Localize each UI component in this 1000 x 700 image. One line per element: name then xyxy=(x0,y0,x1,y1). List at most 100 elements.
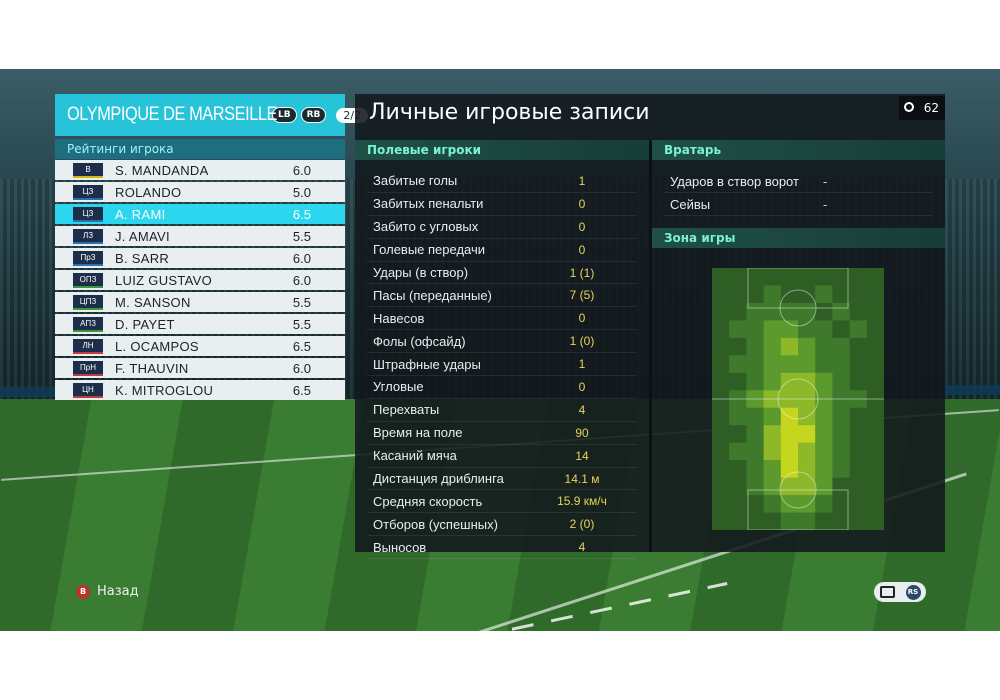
field-stats-table: Забитые голы 1 Забитых пенальти 0 Забито с у… xyxy=(355,170,649,560)
stat-label: Отборов (успешных) xyxy=(373,516,498,532)
player-row[interactable]: ПрН F. THAUVIN 6.0 xyxy=(55,358,345,378)
stat-label: Выносов xyxy=(373,539,427,555)
field-players-header: Полевые игроки xyxy=(355,140,649,160)
player-row[interactable]: ПрЗ B. SARR 6.0 xyxy=(55,248,345,268)
stat-row: Средняя скорость 15.9 км/ч xyxy=(367,490,637,514)
player-name: S. MANDANDA xyxy=(115,162,209,178)
player-row[interactable]: ЦПЗ M. SANSON 5.5 xyxy=(55,292,345,312)
team-name: OLYMPIQUE DE MARSEILLE xyxy=(67,104,277,125)
player-rating: 6.0 xyxy=(292,272,311,288)
timer-value: 62 xyxy=(923,101,939,115)
player-rating: 6.0 xyxy=(292,250,311,266)
position-badge: В xyxy=(73,162,103,178)
player-row[interactable]: ЛЗ J. AMAVI 5.5 xyxy=(55,226,345,246)
play-zone-heatmap xyxy=(712,268,884,530)
position-badge: ОПЗ xyxy=(73,272,103,288)
stat-value: 2 (0) xyxy=(569,517,595,532)
position-badge: ЦПЗ xyxy=(73,294,103,310)
player-name: M. SANSON xyxy=(115,294,191,310)
player-row[interactable]: ЦЗ ROLANDO 5.0 xyxy=(55,182,345,202)
stat-label: Штрафные удары xyxy=(373,356,481,372)
player-name: LUIZ GUSTAVO xyxy=(115,272,213,288)
stat-row: Касаний мяча 14 xyxy=(367,445,637,468)
stat-value: 14 xyxy=(575,448,589,463)
stat-value: 0 xyxy=(578,242,586,257)
player-row[interactable]: ЛН L. OCAMPOS 6.5 xyxy=(55,336,345,356)
b-button-icon: B xyxy=(76,584,90,599)
chat-hint[interactable]: RS xyxy=(874,582,926,602)
player-rating: 6.0 xyxy=(292,360,311,376)
player-name: F. THAUVIN xyxy=(115,360,189,376)
rs-button-icon: RS xyxy=(905,584,921,600)
stat-value: 90 xyxy=(575,425,589,440)
rb-button[interactable]: RB xyxy=(300,107,327,123)
stat-row: Выносов 4 xyxy=(367,536,637,560)
position-badge: АПЗ xyxy=(73,316,103,332)
stat-label: Навесов xyxy=(373,310,425,326)
back-hint[interactable]: B Назад xyxy=(76,584,139,599)
player-rating: 5.5 xyxy=(292,228,311,244)
goalkeeper-stats-table: Ударов в створ ворот - Сейвы - xyxy=(655,170,945,216)
stat-row: Забитые голы 1 xyxy=(367,170,637,193)
team-header: OLYMPIQUE DE MARSEILLE LB RB 2/2 xyxy=(55,94,369,136)
position-badge: ПрН xyxy=(73,360,103,376)
player-name: K. MITROGLOU xyxy=(115,382,214,398)
position-badge: ПрЗ xyxy=(73,250,103,266)
stat-value: 0 xyxy=(578,311,586,326)
stat-label: Забитые голы xyxy=(373,173,458,189)
player-row[interactable]: АПЗ D. PAYET 5.5 xyxy=(55,314,345,334)
stat-label: Удары (в створ) xyxy=(373,265,469,280)
stat-label: Перехваты xyxy=(373,402,440,418)
position-badge: ЛН xyxy=(73,338,103,354)
stat-row: Навесов 0 xyxy=(367,307,637,331)
stat-value: 1 xyxy=(578,357,586,372)
stat-value: 4 xyxy=(578,402,586,417)
goalkeeper-header: Вратарь xyxy=(652,140,945,160)
stat-value: 15.9 км/ч xyxy=(557,494,607,509)
records-title: Личные игровые записи xyxy=(369,100,650,125)
stat-value: 1 (1) xyxy=(569,265,595,280)
stat-row: Забитых пенальти 0 xyxy=(367,193,637,216)
player-list: В S. MANDANDA 6.0 ЦЗ ROLANDO 5.0 ЦЗ A. RAMI 6.5 Л… xyxy=(55,160,345,402)
player-row[interactable]: ЦЗ A. RAMI 6.5 xyxy=(55,204,345,224)
stat-value: 7 (5) xyxy=(569,288,595,303)
stat-row: Время на поле 90 xyxy=(367,422,637,445)
stat-value: 1 (0) xyxy=(569,334,595,349)
lb-button[interactable]: LB xyxy=(272,107,297,123)
player-row[interactable]: ОПЗ LUIZ GUSTAVO 6.0 xyxy=(55,270,345,290)
chat-icon xyxy=(879,586,895,598)
player-row[interactable]: ЦН K. MITROGLOU 6.5 xyxy=(55,380,345,400)
gk-stat-value: - xyxy=(823,196,828,212)
stat-row: Голевые передачи 0 xyxy=(367,239,637,262)
stat-value: 0 xyxy=(578,219,586,234)
stat-row: Дистанция дриблинга 14.1 м xyxy=(367,468,637,491)
gk-stat-row: Ударов в створ ворот - xyxy=(663,170,933,193)
player-name: B. SARR xyxy=(115,250,170,266)
play-zone-header: Зона игры xyxy=(652,228,945,248)
column-divider xyxy=(649,140,652,552)
ad-board xyxy=(0,387,60,397)
stat-row: Фолы (офсайд) 1 (0) xyxy=(367,330,637,354)
player-rating: 6.5 xyxy=(292,338,311,354)
stat-label: Время на поле xyxy=(373,425,463,441)
player-rating: 5.5 xyxy=(292,294,311,310)
player-name: J. AMAVI xyxy=(115,228,170,244)
player-rating: 6.5 xyxy=(292,382,311,398)
pitch-dashed-line xyxy=(472,582,728,631)
player-rating: 6.5 xyxy=(292,206,311,222)
stat-row: Перехваты 4 xyxy=(367,399,637,422)
gk-stat-value: - xyxy=(823,173,828,189)
stat-value: 4 xyxy=(578,540,586,555)
stat-label: Забитых пенальти xyxy=(373,196,484,212)
stat-row: Отборов (успешных) 2 (0) xyxy=(367,513,637,537)
position-badge: ЦЗ xyxy=(73,206,103,222)
position-badge: ЦН xyxy=(73,382,103,398)
position-badge: ЦЗ xyxy=(73,184,103,200)
gk-stat-label: Сейвы xyxy=(670,196,711,212)
player-row[interactable]: В S. MANDANDA 6.0 xyxy=(55,160,345,180)
gk-stat-row: Сейвы - xyxy=(663,193,933,216)
clock-icon xyxy=(904,102,914,112)
stat-label: Средняя скорость xyxy=(373,493,483,509)
stat-label: Забито с угловых xyxy=(373,219,479,235)
stat-value: 1 xyxy=(578,173,586,188)
